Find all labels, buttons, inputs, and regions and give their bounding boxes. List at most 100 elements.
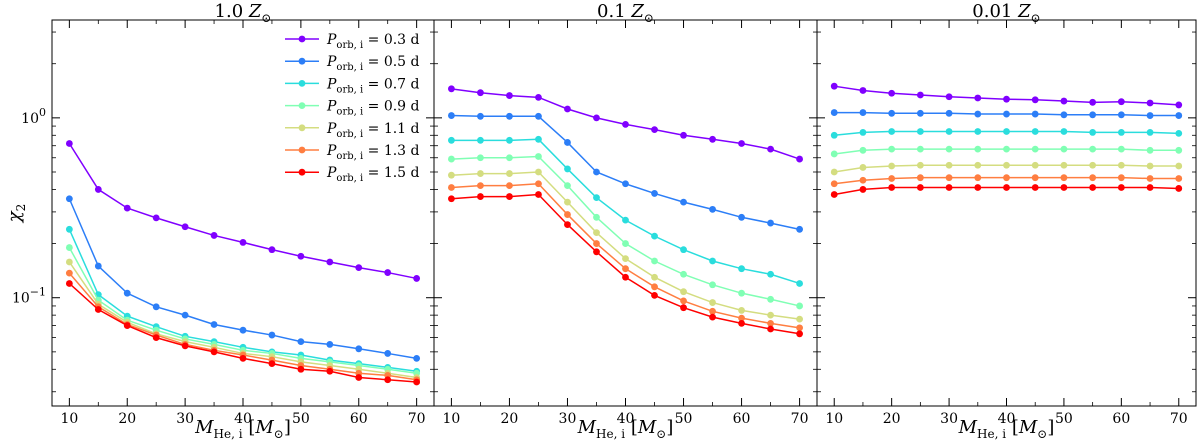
data-point	[622, 216, 629, 224]
panel-title: 1.0 Z⊙	[215, 1, 272, 25]
data-point	[680, 270, 687, 278]
legend-entry: Porb, i = 0.5 d	[285, 54, 420, 73]
data-point	[413, 354, 421, 362]
data-point	[152, 303, 160, 311]
data-point	[326, 341, 334, 348]
data-point	[916, 161, 924, 169]
data-point	[945, 184, 953, 191]
data-point	[535, 191, 542, 198]
series-line	[451, 155, 800, 307]
series-0-5-d	[65, 195, 421, 362]
x-tick-label: 10	[825, 411, 843, 427]
data-point	[888, 89, 896, 97]
data-point	[210, 232, 218, 239]
data-point	[506, 136, 513, 144]
x-tick-label: 20	[501, 411, 519, 427]
x-tick-label: 50	[1055, 411, 1073, 427]
data-point	[1089, 184, 1097, 191]
x-tick-label: 70	[408, 411, 426, 427]
data-point	[297, 365, 305, 373]
data-point	[448, 171, 455, 179]
data-point	[593, 240, 600, 247]
data-point	[738, 314, 745, 322]
data-point	[680, 288, 687, 296]
data-point	[622, 273, 629, 281]
data-point	[651, 232, 658, 240]
x-tick-label: 50	[675, 411, 693, 427]
x-tick-label: 30	[559, 411, 577, 427]
data-point	[945, 109, 953, 117]
data-point	[945, 174, 953, 182]
series-line	[68, 198, 417, 360]
data-point	[181, 223, 189, 231]
data-point	[1175, 101, 1183, 109]
legend-swatch-marker	[298, 102, 306, 109]
data-point	[1089, 174, 1097, 182]
legend-entry: Porb, i = 1.5 d	[285, 165, 420, 184]
series-1-5-d	[65, 280, 421, 386]
data-point	[1031, 161, 1039, 169]
data-point	[1089, 145, 1097, 153]
data-point	[1146, 146, 1154, 154]
data-point	[680, 304, 687, 312]
data-point	[593, 248, 600, 256]
series-0-7-d	[830, 128, 1183, 139]
legend-entry: Porb, i = 1.3 d	[285, 143, 420, 162]
x-tick-label: 70	[1170, 411, 1188, 427]
data-point	[564, 211, 571, 218]
data-point	[1117, 184, 1125, 191]
data-point	[506, 92, 513, 99]
data-point	[326, 258, 334, 266]
legend: Porb, i = 0.3 d Porb, i = 0.5 d Porb, i = …	[285, 32, 420, 184]
data-point	[1003, 184, 1010, 191]
data-point	[1175, 129, 1183, 137]
data-point	[326, 367, 334, 375]
data-point	[945, 128, 953, 135]
data-point	[123, 322, 131, 329]
data-point	[916, 91, 924, 99]
data-point	[709, 257, 716, 265]
data-point	[65, 244, 73, 251]
data-point	[974, 184, 982, 191]
data-point	[593, 194, 600, 202]
data-point	[239, 239, 247, 246]
legend-label: Porb, i = 1.1 d	[326, 121, 420, 140]
series-1-5-d	[830, 184, 1183, 198]
data-point	[796, 280, 803, 287]
data-point	[564, 105, 571, 113]
data-point	[859, 146, 867, 154]
data-point	[1031, 96, 1039, 104]
data-point	[1117, 98, 1125, 106]
data-point	[859, 164, 867, 171]
data-point	[767, 311, 774, 319]
legend-entry: Porb, i = 1.1 d	[285, 121, 420, 140]
data-point	[1060, 174, 1068, 182]
y-tick-label: 100	[21, 106, 46, 127]
legend-label: Porb, i = 0.7 d	[326, 76, 420, 95]
data-point	[974, 110, 982, 118]
data-point	[945, 145, 953, 153]
data-point	[916, 184, 924, 191]
data-point	[239, 326, 247, 334]
data-point	[448, 195, 455, 203]
data-point	[1117, 111, 1125, 119]
data-point	[535, 112, 542, 120]
data-point	[355, 264, 363, 272]
data-point	[945, 161, 953, 169]
data-point	[564, 182, 571, 190]
data-point	[767, 219, 774, 227]
x-tick-label: 40	[998, 411, 1016, 427]
legend-swatch-marker	[298, 168, 306, 176]
data-point	[65, 280, 73, 287]
data-point	[593, 229, 600, 237]
series-0-9-d	[448, 153, 803, 310]
data-point	[888, 162, 896, 170]
data-point	[384, 269, 392, 276]
data-point	[477, 193, 484, 200]
data-point	[593, 168, 600, 176]
x-tick-label: 10	[60, 411, 78, 427]
data-point	[1031, 184, 1039, 191]
data-point	[1089, 129, 1097, 136]
y-minor-ticks	[817, 31, 1196, 393]
legend-swatch-marker	[298, 35, 306, 43]
